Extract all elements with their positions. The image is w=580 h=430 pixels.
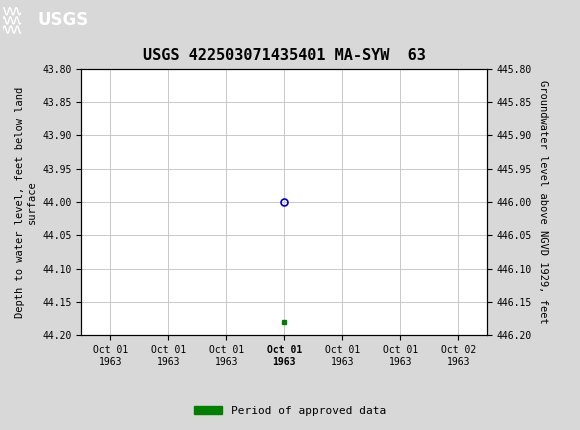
Legend: Period of approved data: Period of approved data bbox=[190, 401, 390, 420]
Y-axis label: Depth to water level, feet below land
surface: Depth to water level, feet below land su… bbox=[15, 86, 37, 318]
Title: USGS 422503071435401 MA-SYW  63: USGS 422503071435401 MA-SYW 63 bbox=[143, 49, 426, 64]
Text: USGS: USGS bbox=[38, 12, 89, 29]
Y-axis label: Groundwater level above NGVD 1929, feet: Groundwater level above NGVD 1929, feet bbox=[538, 80, 548, 324]
